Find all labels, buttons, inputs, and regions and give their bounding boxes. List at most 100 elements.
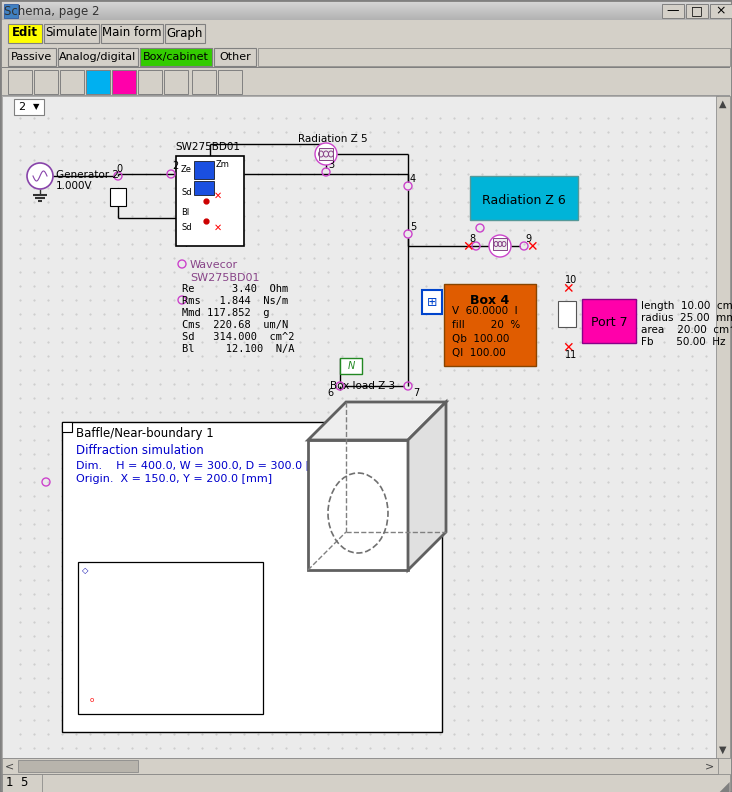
Text: Cms  220.68  um/N: Cms 220.68 um/N xyxy=(182,320,288,330)
Text: 10: 10 xyxy=(565,275,578,285)
Text: 7: 7 xyxy=(413,388,419,398)
Text: □: □ xyxy=(691,5,703,17)
FancyBboxPatch shape xyxy=(110,188,126,206)
Text: Baffle/Near-boundary 1: Baffle/Near-boundary 1 xyxy=(76,427,214,440)
FancyBboxPatch shape xyxy=(2,96,718,758)
FancyBboxPatch shape xyxy=(2,7,730,8)
Text: Bl     12.100  N/A: Bl 12.100 N/A xyxy=(182,344,294,354)
Text: ▼: ▼ xyxy=(33,102,40,112)
FancyBboxPatch shape xyxy=(662,4,684,18)
FancyBboxPatch shape xyxy=(340,358,362,374)
Text: 4: 4 xyxy=(410,174,416,184)
Text: Qb  100.00: Qb 100.00 xyxy=(452,334,509,344)
Text: Rms   1.844  Ns/m: Rms 1.844 Ns/m xyxy=(182,296,288,306)
Circle shape xyxy=(315,143,337,165)
Text: —: — xyxy=(667,5,679,17)
Text: Edit: Edit xyxy=(12,26,38,40)
FancyBboxPatch shape xyxy=(2,12,730,13)
Text: Dim.    H = 400.0, W = 300.0, D = 300.0 [mm]: Dim. H = 400.0, W = 300.0, D = 300.0 [mm… xyxy=(76,460,336,470)
Text: Port 7: Port 7 xyxy=(591,317,627,329)
FancyBboxPatch shape xyxy=(138,70,162,94)
FancyBboxPatch shape xyxy=(2,14,730,15)
Text: Ze: Ze xyxy=(181,165,192,174)
FancyBboxPatch shape xyxy=(558,301,576,327)
Text: length  10.00  cm: length 10.00 cm xyxy=(641,301,732,311)
FancyBboxPatch shape xyxy=(2,15,730,16)
Text: Generator 2: Generator 2 xyxy=(56,170,119,180)
FancyBboxPatch shape xyxy=(62,422,442,732)
FancyBboxPatch shape xyxy=(2,17,730,18)
FancyBboxPatch shape xyxy=(2,67,730,68)
FancyBboxPatch shape xyxy=(444,284,536,366)
Text: Diffraction simulation: Diffraction simulation xyxy=(76,444,203,457)
FancyBboxPatch shape xyxy=(470,176,578,220)
FancyBboxPatch shape xyxy=(8,48,56,66)
FancyBboxPatch shape xyxy=(8,24,42,43)
FancyBboxPatch shape xyxy=(2,13,730,14)
Text: radius  25.00  mm: radius 25.00 mm xyxy=(641,313,732,323)
FancyBboxPatch shape xyxy=(2,2,730,22)
FancyBboxPatch shape xyxy=(78,562,263,714)
Text: ✕: ✕ xyxy=(562,282,574,296)
Text: 2: 2 xyxy=(172,161,178,171)
Text: Schema, page 2: Schema, page 2 xyxy=(4,5,100,18)
FancyBboxPatch shape xyxy=(165,24,205,43)
FancyBboxPatch shape xyxy=(60,70,84,94)
FancyBboxPatch shape xyxy=(2,758,718,774)
Text: Ql  100.00: Ql 100.00 xyxy=(452,348,506,358)
FancyBboxPatch shape xyxy=(4,4,18,18)
FancyBboxPatch shape xyxy=(582,299,636,343)
FancyBboxPatch shape xyxy=(2,4,730,5)
Text: Box/cabinet: Box/cabinet xyxy=(143,52,209,62)
Text: ◇: ◇ xyxy=(82,566,89,576)
Text: Box load Z 3: Box load Z 3 xyxy=(330,381,395,391)
Text: Simulate: Simulate xyxy=(45,26,97,40)
Text: Bl: Bl xyxy=(181,208,190,217)
Text: Main form: Main form xyxy=(102,26,162,40)
FancyBboxPatch shape xyxy=(319,148,333,160)
Text: 11: 11 xyxy=(565,350,578,360)
FancyBboxPatch shape xyxy=(14,99,44,115)
FancyBboxPatch shape xyxy=(214,48,256,66)
FancyBboxPatch shape xyxy=(192,70,216,94)
Text: Radiation Z 5: Radiation Z 5 xyxy=(298,134,367,144)
FancyBboxPatch shape xyxy=(62,422,72,432)
Text: ✕: ✕ xyxy=(562,341,574,355)
Polygon shape xyxy=(308,440,408,570)
Text: 0: 0 xyxy=(116,164,122,174)
Text: N: N xyxy=(348,361,354,371)
FancyBboxPatch shape xyxy=(710,4,732,18)
FancyBboxPatch shape xyxy=(2,11,730,12)
Text: 1.000V: 1.000V xyxy=(56,181,93,191)
Text: >: > xyxy=(706,761,714,771)
Text: 1  5: 1 5 xyxy=(6,776,29,789)
FancyBboxPatch shape xyxy=(2,3,730,4)
Text: Mmd 117.852  g: Mmd 117.852 g xyxy=(182,308,269,318)
Text: ✕: ✕ xyxy=(214,191,222,201)
Text: Radiation Z 6: Radiation Z 6 xyxy=(482,193,566,207)
FancyBboxPatch shape xyxy=(140,48,212,66)
Text: ⊞: ⊞ xyxy=(427,295,437,309)
Text: Wavecor: Wavecor xyxy=(190,260,238,270)
Text: 6: 6 xyxy=(327,388,333,398)
Text: Re      3.40  Ohm: Re 3.40 Ohm xyxy=(182,284,288,294)
FancyBboxPatch shape xyxy=(86,70,110,94)
FancyBboxPatch shape xyxy=(34,70,58,94)
FancyBboxPatch shape xyxy=(218,70,242,94)
Text: Other: Other xyxy=(219,52,251,62)
Text: V  60.0000  l: V 60.0000 l xyxy=(452,306,518,316)
FancyBboxPatch shape xyxy=(2,19,730,20)
FancyBboxPatch shape xyxy=(2,95,730,96)
FancyBboxPatch shape xyxy=(422,290,442,314)
Text: ▲: ▲ xyxy=(720,99,727,109)
Text: Fb       50.00  Hz: Fb 50.00 Hz xyxy=(641,337,725,347)
Polygon shape xyxy=(408,402,446,570)
Text: area    20.00  cm^: area 20.00 cm^ xyxy=(641,325,732,335)
FancyBboxPatch shape xyxy=(2,10,730,11)
FancyBboxPatch shape xyxy=(2,16,730,17)
Circle shape xyxy=(27,163,53,189)
FancyBboxPatch shape xyxy=(2,774,730,792)
Text: ×: × xyxy=(716,5,726,17)
FancyBboxPatch shape xyxy=(58,48,138,66)
FancyBboxPatch shape xyxy=(2,2,730,3)
